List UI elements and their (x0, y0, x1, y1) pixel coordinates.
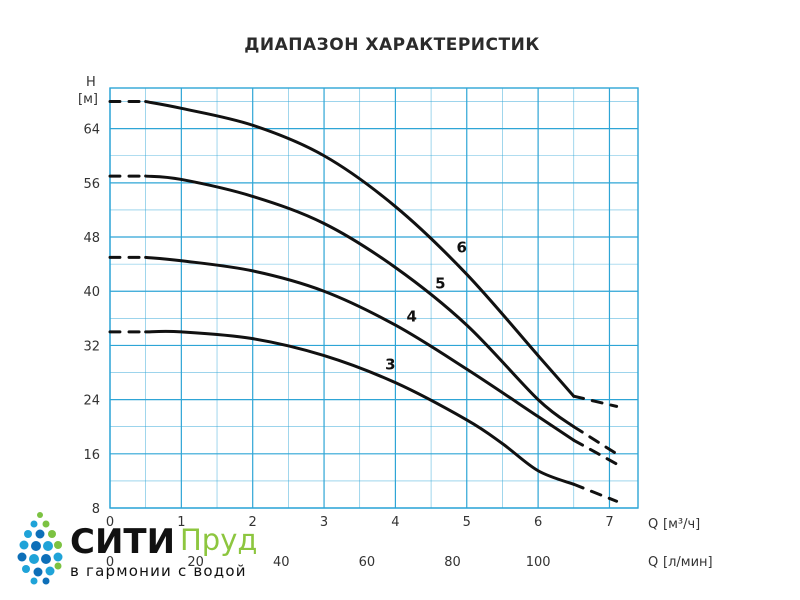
grid (109, 88, 638, 509)
logo-dot (54, 562, 62, 570)
y-axis-unit: [м] (78, 92, 98, 107)
logo-dot (22, 565, 30, 573)
series-label: 6 (456, 239, 466, 257)
series-group (108, 100, 619, 503)
x-tick-label: 6 (534, 515, 542, 530)
series-line-3 (144, 329, 576, 486)
water-drop-icon (17, 512, 63, 585)
series-line-3 (572, 482, 619, 503)
logo-dot (48, 530, 56, 538)
y-axis-label: H (86, 75, 96, 90)
logo-dot (35, 529, 45, 539)
y-tick-label: 40 (83, 285, 100, 300)
logo-dot (19, 540, 29, 550)
x-axis-unit: [м³/ч] (663, 517, 700, 532)
x-tick-label: 0 (106, 515, 114, 530)
logo-dot (53, 552, 63, 562)
x-tick-labels: 0 1 2 3 4 5 6 7 (106, 515, 614, 530)
logo-dot (30, 520, 38, 528)
logo-dot (30, 577, 38, 585)
series-line-4 (572, 438, 619, 466)
series-label: 5 (435, 274, 445, 292)
x-tick-label: 2 (249, 515, 257, 530)
x2-tick-label: 60 (359, 555, 376, 570)
x-tick-label: 5 (463, 515, 471, 530)
y-tick-label: 48 (83, 231, 100, 246)
chart-title: ДИАПАЗОН ХАРАКТЕРИСТИК (244, 35, 539, 55)
x-tick-label: 7 (605, 515, 613, 530)
x2-tick-label: 80 (444, 555, 461, 570)
logo-dot (45, 566, 55, 576)
y-tick-label: 8 (92, 502, 100, 517)
x2-tick-label: 20 (187, 555, 204, 570)
y-tick-label: 64 (83, 123, 100, 138)
brand-name-accent: Пруд (180, 523, 257, 557)
logo-dot (42, 520, 50, 528)
brand-name-main: СИТИ (70, 522, 175, 562)
series-label: 4 (407, 308, 417, 326)
x2-axis-unit: [л/мин] (663, 555, 713, 570)
series-line-5 (572, 425, 619, 456)
plot-frame (109, 87, 639, 509)
logo-dot (29, 554, 39, 564)
logo-dot (24, 530, 32, 538)
y-tick-label: 56 (83, 177, 100, 192)
series-line-5 (144, 174, 576, 429)
logo-dot (41, 554, 51, 564)
x2-tick-label: 100 (526, 555, 551, 570)
logo-dot (17, 552, 27, 562)
y-tick-labels: 8 16 24 32 40 48 56 64 (83, 123, 100, 517)
x-tick-label: 4 (391, 515, 399, 530)
brand-logo: СИТИ Пруд в гармонии с водой (17, 512, 257, 585)
series-line-6 (144, 100, 576, 398)
logo-dot (37, 512, 43, 518)
logo-dot (54, 541, 62, 549)
logo-dot (31, 541, 41, 551)
logo-dot (33, 567, 43, 577)
x2-tick-label: 0 (106, 555, 114, 570)
series-label: 3 (385, 355, 395, 373)
series-line-6 (572, 394, 619, 408)
x2-axis-label: Q (648, 555, 658, 570)
brand-tagline: в гармонии с водой (70, 562, 247, 580)
x-tick-label: 3 (320, 515, 328, 530)
logo-dot (43, 541, 53, 551)
y-tick-label: 24 (83, 394, 100, 409)
y-tick-label: 16 (83, 448, 100, 463)
logo-dot (42, 577, 50, 585)
series-labels: 3 456 (385, 239, 467, 374)
x-axis-label: Q (648, 517, 658, 532)
series-line-4 (144, 255, 576, 442)
x2-tick-labels: 0 20 40 60 80 100 (106, 555, 551, 570)
x2-tick-label: 40 (273, 555, 290, 570)
x-tick-label: 1 (177, 515, 185, 530)
y-tick-label: 32 (83, 339, 100, 354)
